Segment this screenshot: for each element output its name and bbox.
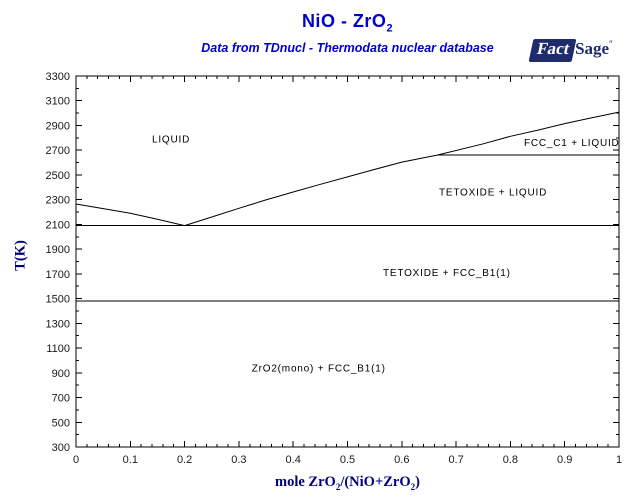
y-tick-label: 1500 [46,294,70,306]
phase-boundary [184,111,620,227]
region-label: TETOXIDE + FCC_B1(1) [383,268,511,279]
x-tick-label: 0.5 [340,454,355,466]
y-tick-label: 2700 [46,145,70,157]
y-tick-label: 1900 [46,244,70,256]
y-tick-label: 3300 [46,71,70,83]
y-tick-label: 1300 [46,318,70,330]
chart-title: NiO - ZrO2 [76,11,619,35]
region-label: LIQUID [152,135,190,146]
x-axis-title-subscript: 2 [410,481,416,492]
y-tick-label: 1700 [46,269,70,281]
y-tick-label: 2300 [46,195,70,207]
region-label: TETOXIDE + LIQUID [439,188,547,199]
x-tick-label: 0.1 [123,454,138,466]
chart-title-main: NiO - ZrO [301,11,387,31]
x-axis-title-subscript: 2 [335,481,341,492]
y-axis-title: T(K) [12,240,29,271]
x-tick-label: 0.2 [177,454,192,466]
chart-title-subscript: 2 [386,22,394,35]
y-tick-label: 900 [52,368,70,380]
factsage-logo-sage-text: Sage [575,39,610,58]
x-tick-label: 0.7 [448,454,463,466]
y-tick-label: 2900 [46,120,70,132]
region-label: ZrO2(mono) + FCC_B1(1) [252,363,386,374]
x-tick-label: 0.6 [394,454,409,466]
x-tick-label: 0.3 [231,454,246,466]
x-tick-label: 0 [73,454,79,466]
factsage-logo-trademark: ″ [609,39,613,49]
x-axis-title-text: mole ZrO [275,474,336,490]
x-axis-title-text: ) [415,474,420,490]
x-axis-title: mole ZrO2/(NiO+ZrO2) [76,474,619,492]
x-tick-label: 1 [616,454,622,466]
y-tick-label: 500 [52,417,70,429]
y-tick-label: 700 [52,393,70,405]
chart-subtitle: Data from TDnucl - Thermodata nuclear da… [201,41,494,55]
phase-boundary [75,203,185,227]
y-tick-label: 2100 [46,219,70,231]
x-tick-label: 0.4 [286,454,301,466]
x-tick-label: 0.8 [503,454,518,466]
x-axis-title-text: /(NiO+ZrO [340,474,411,490]
y-tick-label: 1100 [46,343,70,355]
factsage-logo: Fact Sage″ [528,39,613,66]
region-label: FCC_C1 + LIQUID [524,138,620,149]
y-tick-label: 3100 [46,96,70,108]
x-tick-label: 0.9 [557,454,572,466]
y-tick-label: 2500 [46,170,70,182]
plot-border [75,75,620,448]
y-tick-label: 300 [52,442,70,454]
